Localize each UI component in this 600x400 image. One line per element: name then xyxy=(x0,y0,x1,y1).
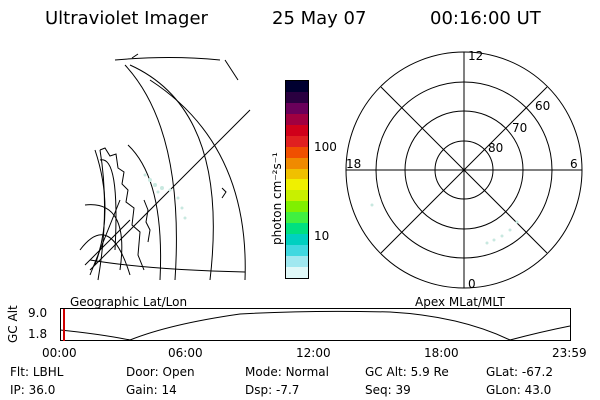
time-tick-1800: 18:00 xyxy=(424,346,459,360)
footer-seq: Seq: 39 xyxy=(365,383,411,397)
footer-mode: Mode: Normal xyxy=(245,365,329,379)
colorbar-label: photon cm⁻²s⁻¹ xyxy=(270,152,284,245)
colorbar-segment xyxy=(286,91,308,103)
footer-glon: GLon: 43.0 xyxy=(486,383,552,397)
footer-ip: IP: 36.0 xyxy=(10,383,56,397)
lat-label-70: 70 xyxy=(512,121,527,135)
altitude-curve xyxy=(60,310,571,341)
colorbar-segment xyxy=(286,81,308,92)
mlt-label-bottom: 0 xyxy=(468,277,476,290)
colorbar-segment xyxy=(286,201,308,213)
mlt-label-left: 18 xyxy=(346,157,361,171)
time-tick-1200: 12:00 xyxy=(296,346,331,360)
colorbar xyxy=(285,80,309,279)
colorbar-tick-100: 100 xyxy=(314,140,337,154)
colorbar-segment xyxy=(286,124,308,136)
colorbar-segment xyxy=(286,266,308,278)
colorbar-segment xyxy=(286,256,308,267)
mlt-label-top: 12 xyxy=(468,50,483,63)
colorbar-segment xyxy=(286,234,308,246)
colorbar-segment xyxy=(286,113,308,125)
altitude-strip xyxy=(60,308,571,341)
alt-tick-1-8: 1.8 xyxy=(28,327,48,341)
footer-gc-alt: GC Alt: 5.9 Re xyxy=(365,365,449,379)
colorbar-segment xyxy=(286,146,308,158)
colorbar-segment xyxy=(286,245,308,256)
footer-door: Door: Open xyxy=(126,365,195,379)
colorbar-segment xyxy=(286,190,308,202)
date-label: 25 May 07 xyxy=(272,8,367,29)
colorbar-segment xyxy=(286,168,308,180)
geographic-map xyxy=(79,53,251,281)
colorbar-segment xyxy=(286,135,308,147)
lat-label-80: 80 xyxy=(488,141,503,155)
footer-dsp: Dsp: -7.7 xyxy=(245,383,300,397)
time-tick-0000: 00:00 xyxy=(42,346,77,360)
alt-strip-ylabel: GC Alt xyxy=(6,305,20,343)
time-tick-0600: 06:00 xyxy=(168,346,203,360)
time-label: 00:16:00 UT xyxy=(430,8,541,29)
footer-flt: Flt: LBHL xyxy=(10,365,64,379)
colorbar-segment xyxy=(286,179,308,191)
apex-label: Apex MLat/MLT xyxy=(415,295,505,309)
alt-tick-9: 9.0 xyxy=(28,306,48,320)
time-tick-2359: 23:59 xyxy=(552,346,587,360)
geographic-label: Geographic Lat/Lon xyxy=(70,295,188,309)
lat-label-60: 60 xyxy=(535,99,550,113)
colorbar-segment xyxy=(286,102,308,114)
mlt-label-right: 6 xyxy=(570,157,578,171)
footer-glat: GLat: -67.2 xyxy=(486,365,553,379)
colorbar-segment xyxy=(286,212,308,224)
colorbar-segment xyxy=(286,157,308,169)
colorbar-segment xyxy=(286,223,308,235)
app-title: Ultraviolet Imager xyxy=(45,8,208,29)
polar-plot: 12 0 18 6 60 70 80 xyxy=(345,50,583,290)
colorbar-tick-10: 10 xyxy=(314,229,330,243)
footer-gain: Gain: 14 xyxy=(126,383,177,397)
